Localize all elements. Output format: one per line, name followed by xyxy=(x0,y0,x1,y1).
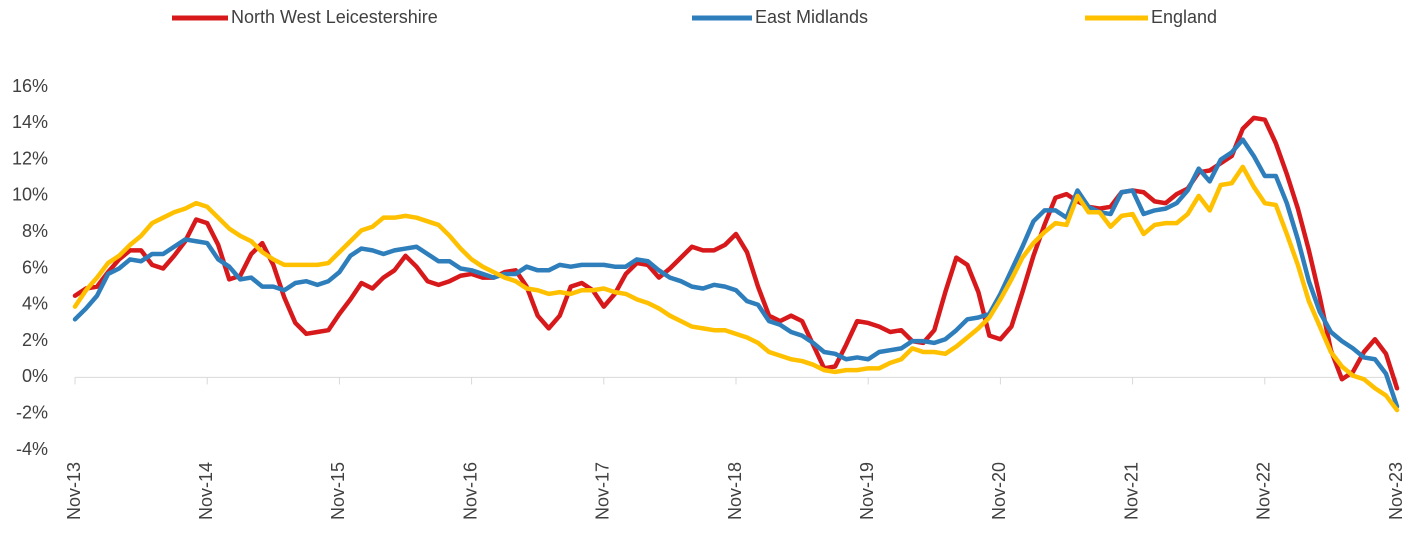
legend-label: England xyxy=(1151,7,1217,27)
x-tick-label: Nov-13 xyxy=(64,462,84,520)
legend-label: North West Leicestershire xyxy=(231,7,438,27)
y-tick-label: 2% xyxy=(22,330,48,350)
y-tick-label: -4% xyxy=(16,439,48,459)
x-tick-label: Nov-14 xyxy=(196,462,216,520)
x-tick-label: Nov-18 xyxy=(725,462,745,520)
x-tick-label: Nov-16 xyxy=(460,462,480,520)
y-tick-label: 8% xyxy=(22,221,48,241)
legend-label: East Midlands xyxy=(755,7,868,27)
series-line xyxy=(72,137,1400,409)
y-tick-label: 10% xyxy=(12,185,48,205)
x-tick-label: Nov-22 xyxy=(1254,462,1274,520)
x-tick-label: Nov-15 xyxy=(328,462,348,520)
y-tick-label: -2% xyxy=(16,402,48,422)
x-tick-label: Nov-21 xyxy=(1121,462,1141,520)
x-tick-label: Nov-23 xyxy=(1386,462,1406,520)
y-tick-label: 12% xyxy=(12,148,48,168)
x-tick-label: Nov-20 xyxy=(989,462,1009,520)
y-tick-label: 0% xyxy=(22,366,48,386)
series-line xyxy=(72,115,1400,391)
y-tick-label: 4% xyxy=(22,294,48,314)
series-line xyxy=(72,164,1400,413)
y-tick-label: 14% xyxy=(12,112,48,132)
y-tick-label: 6% xyxy=(22,257,48,277)
x-tick-label: Nov-17 xyxy=(593,462,613,520)
x-tick-label: Nov-19 xyxy=(857,462,877,520)
y-tick-label: 16% xyxy=(12,76,48,96)
